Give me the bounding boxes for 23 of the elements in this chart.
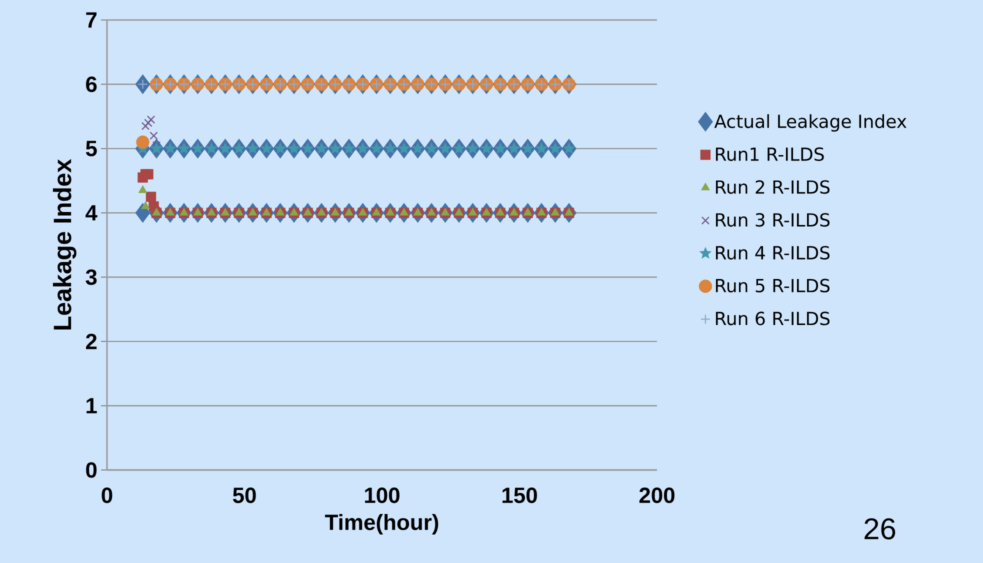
legend-label: Run 3 R-ILDS <box>716 213 830 227</box>
y-tick-label: 0 <box>86 462 97 478</box>
legend-label: Run 4 R-ILDS <box>716 246 830 260</box>
legend-label: Run 5 R-ILDS <box>716 278 830 292</box>
y-tick-label: 3 <box>86 269 97 285</box>
legend-label: Run1 R-ILDS <box>716 147 824 161</box>
legend-label: Run 2 R-ILDS <box>716 180 830 194</box>
y-tick-label: 7 <box>86 12 97 28</box>
y-tick-label: 5 <box>86 140 97 156</box>
y-tick-label: 4 <box>86 205 98 220</box>
legend-label: Actual Leakage Index <box>714 114 906 132</box>
legend-label: Run 6 R-ILDS <box>716 312 830 326</box>
y-tick-label: 2 <box>86 334 97 350</box>
text: 26 <box>864 518 896 540</box>
x-tick-label: 50 <box>232 488 256 504</box>
y-tick-label: 1 <box>86 398 97 414</box>
x-tick-label: 150 <box>502 488 537 504</box>
y-tick-label: 6 <box>86 76 97 92</box>
x-tick-label: 0 <box>102 488 112 504</box>
x-tick-label: 100 <box>365 488 400 504</box>
x-axis-title: Time(hour) <box>325 514 438 534</box>
x-tick-label: 200 <box>639 488 674 504</box>
y-axis-title: Leakage Index <box>52 159 76 330</box>
